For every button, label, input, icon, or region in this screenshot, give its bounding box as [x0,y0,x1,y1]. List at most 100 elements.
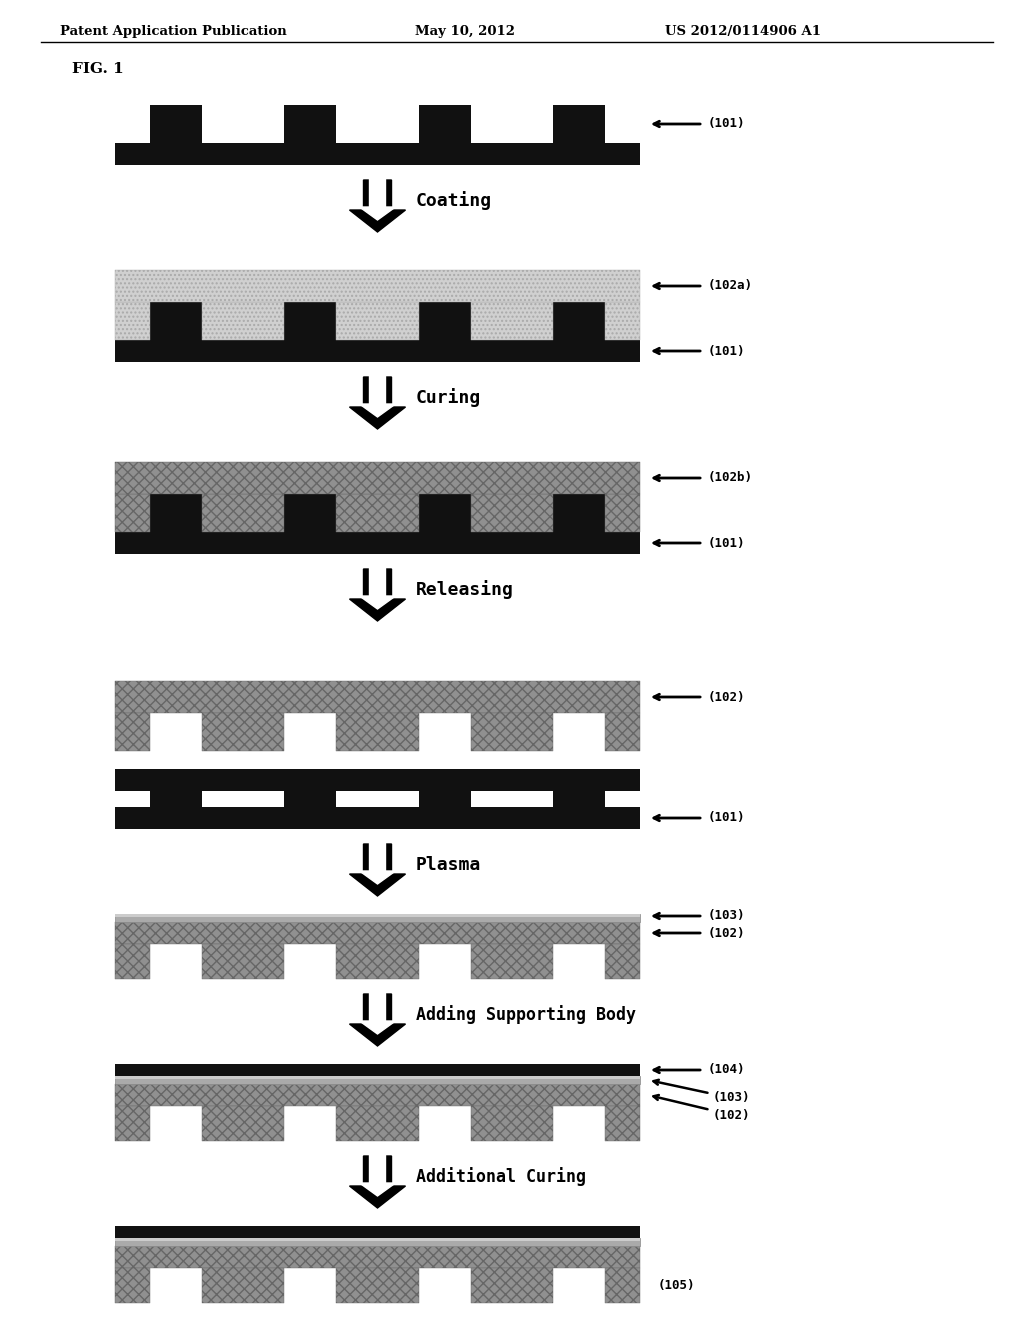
Bar [553,106,605,143]
Text: US 2012/0114906 A1: US 2012/0114906 A1 [665,25,821,38]
Bar [115,713,150,751]
Bar [553,791,605,829]
Bar [605,944,640,979]
Bar [419,494,471,532]
Bar [115,494,150,532]
Text: Patent Application Publication: Patent Application Publication [60,25,287,38]
Bar [553,302,605,341]
Bar [336,302,419,341]
Text: (102a): (102a) [708,280,753,293]
Bar [202,713,285,751]
Bar [553,494,605,532]
Bar [553,770,605,807]
Bar [115,462,640,494]
Bar [285,791,336,829]
Text: (101): (101) [708,812,745,825]
Bar [150,791,202,829]
Bar [115,143,640,165]
Bar [471,1106,553,1140]
Bar [419,791,471,829]
Bar [471,494,553,532]
Bar [115,1064,640,1076]
Bar [115,913,640,917]
Text: (105): (105) [658,1279,695,1292]
Bar [115,271,640,302]
Bar [202,302,285,341]
Bar [115,532,640,554]
Polygon shape [349,1156,406,1208]
Bar [115,1238,640,1246]
Text: (103): (103) [653,1080,751,1105]
Bar [471,944,553,979]
Bar [419,106,471,143]
Text: (101): (101) [708,117,745,131]
Bar [115,1076,640,1078]
Polygon shape [359,993,395,1034]
Bar [285,106,336,143]
Text: Additional Curing: Additional Curing [416,1167,586,1187]
Polygon shape [349,180,406,232]
Text: Plasma: Plasma [416,855,480,874]
Bar [285,770,336,807]
Bar [605,1106,640,1140]
Polygon shape [359,1154,395,1196]
Bar [605,494,640,532]
Polygon shape [359,375,395,417]
Bar [202,494,285,532]
Bar [285,494,336,532]
Bar [419,770,471,807]
Polygon shape [359,568,395,609]
Bar [115,341,640,362]
Text: May 10, 2012: May 10, 2012 [415,25,515,38]
Text: (103): (103) [708,909,745,923]
Bar [115,1084,640,1106]
Text: Curing: Curing [416,388,480,408]
Bar [605,713,640,751]
Text: (104): (104) [708,1064,745,1077]
Bar [115,1076,640,1084]
Bar [150,302,202,341]
Bar [115,921,640,944]
Bar [605,1269,640,1303]
Bar [115,1269,150,1303]
Bar [115,770,640,791]
Text: (102b): (102b) [708,471,753,484]
Polygon shape [359,178,395,220]
Bar [336,1106,419,1140]
Bar [336,494,419,532]
Bar [336,1269,419,1303]
Bar [115,1238,640,1241]
Polygon shape [349,843,406,896]
Bar [471,713,553,751]
Bar [150,770,202,807]
Text: (102): (102) [653,1096,751,1122]
Bar [115,1246,640,1269]
Text: (101): (101) [708,536,745,549]
Text: FIG. 1: FIG. 1 [72,62,124,77]
Bar [471,302,553,341]
Bar [115,302,150,341]
Bar [115,1106,150,1140]
Bar [419,302,471,341]
Bar [150,106,202,143]
Text: Coating: Coating [416,191,492,210]
Text: (102): (102) [708,927,745,940]
Text: (102): (102) [708,690,745,704]
Bar [115,913,640,921]
Bar [202,944,285,979]
Bar [115,1226,640,1238]
Bar [336,944,419,979]
Text: Releasing: Releasing [416,581,513,599]
Bar [202,1106,285,1140]
Bar [115,681,640,713]
Polygon shape [349,378,406,429]
Bar [471,1269,553,1303]
Bar [115,944,150,979]
Bar [336,713,419,751]
Text: Adding Supporting Body: Adding Supporting Body [416,1006,636,1024]
Bar [115,807,640,829]
Polygon shape [349,994,406,1045]
Bar [605,302,640,341]
Polygon shape [359,842,395,884]
Text: (101): (101) [708,345,745,358]
